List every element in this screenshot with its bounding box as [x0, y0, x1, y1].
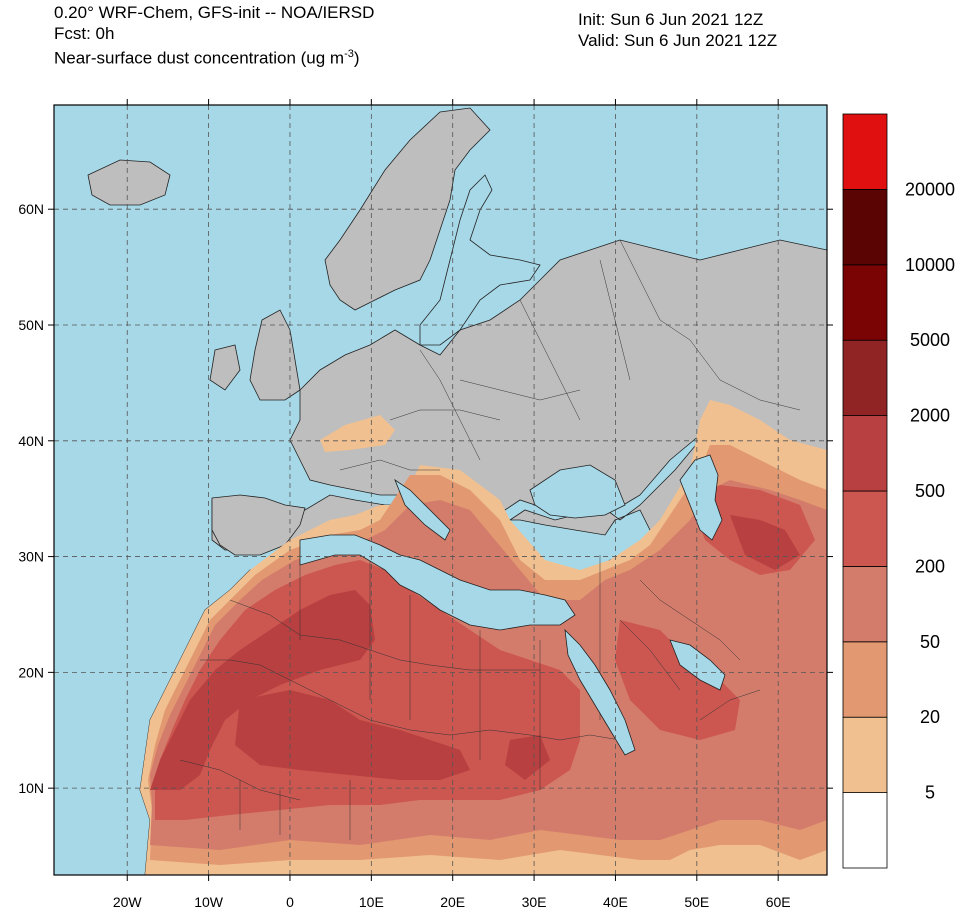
lon-tick-label: 20E — [440, 894, 465, 910]
valid-time: Valid: Sun 6 Jun 2021 12Z — [578, 31, 778, 50]
lon-tick-label: 30E — [522, 894, 547, 910]
persian-gulf — [669, 639, 726, 691]
map-header-right: Init: Sun 6 Jun 2021 12Z Valid: Sun 6 Ju… — [578, 9, 777, 51]
map-frame — [53, 104, 828, 876]
forecast-hour: Fcst: 0h — [54, 24, 115, 43]
colorbar-box — [842, 641, 888, 718]
land-british-isles — [209, 309, 301, 401]
lon-tick-label: 20W — [113, 894, 143, 910]
lon-tick-label: 50E — [684, 894, 709, 910]
lon-tick-label: 60E — [766, 894, 791, 910]
colorbar-level-label: 10000 — [905, 255, 955, 275]
colorbar-box — [842, 490, 888, 567]
baltic-sea — [419, 174, 541, 346]
colorbar-level-label: 20 — [920, 707, 940, 727]
field-name: Near-surface dust concentration (ug m — [54, 48, 345, 68]
colorbar-box — [842, 113, 888, 190]
map-area — [54, 105, 827, 875]
colorbar-level-label: 50 — [920, 632, 940, 652]
colorbar-box — [842, 188, 888, 266]
colorbar-level-label: 200 — [915, 556, 945, 576]
caspian-sea — [679, 454, 723, 541]
field-unit-close: ) — [353, 48, 360, 68]
border-arabia — [619, 579, 761, 721]
land-iceland — [87, 159, 171, 206]
inland-water — [299, 174, 726, 756]
colorbar-box — [842, 792, 888, 869]
lon-tick-label: 0 — [286, 894, 294, 910]
colorbar-box — [842, 264, 888, 341]
red-sea — [564, 628, 636, 756]
lat-tick-label: 60N — [18, 201, 44, 217]
dust-band-500 — [150, 515, 800, 790]
lon-tick-label: 10E — [359, 894, 384, 910]
colorbar-box — [842, 566, 888, 643]
border-sahara-meridians — [299, 555, 601, 790]
colorbar-level-label: 20000 — [905, 179, 955, 199]
map-tick-labels: 20W 10W 0 10E 20E 30E 40E 50E 60E 10N 20N 30N 40N 50N… — [18, 201, 790, 910]
border-sahara-north — [229, 599, 540, 671]
colorbar-box — [842, 339, 888, 417]
mediterranean-sea — [299, 534, 576, 631]
lon-tick-label: 10W — [194, 894, 224, 910]
border-west-africa — [179, 759, 351, 840]
political-borders — [179, 239, 801, 840]
lat-tick-label: 50N — [18, 317, 44, 333]
land-iberia — [211, 494, 306, 556]
lat-tick-label: 30N — [18, 549, 44, 565]
black-sea — [529, 464, 626, 519]
lat-tick-label: 20N — [18, 664, 44, 680]
model-title: 0.20° WRF-Chem, GFS-init -- NOA/IERSD — [54, 3, 375, 22]
adriatic-sea — [394, 478, 451, 541]
colorbar-level-label: 5000 — [910, 330, 950, 350]
map-header-left: 0.20° WRF-Chem, GFS-init -- NOA/IERSD Fc… — [54, 2, 374, 69]
graticule — [54, 105, 827, 875]
colorbar-box — [842, 415, 888, 492]
border-russia — [619, 239, 801, 411]
border-europe — [339, 259, 631, 471]
colorbar: 5 20 50 200 500 2000 5000 10000 20000 — [842, 113, 955, 869]
lon-tick-label: 40E — [603, 894, 628, 910]
colorbar-level-label: 2000 — [910, 406, 950, 426]
border-sahel — [200, 659, 621, 741]
unit-exponent: -3 — [344, 48, 354, 60]
field-title: Near-surface dust concentration (ug m-3) — [54, 44, 374, 69]
colorbar-level-label: 500 — [915, 481, 945, 501]
init-time: Init: Sun 6 Jun 2021 12Z — [578, 10, 764, 29]
map-ticks — [48, 99, 833, 881]
colorbar-level-label: 5 — [925, 783, 935, 803]
lat-tick-label: 40N — [18, 433, 44, 449]
colorbar-box — [842, 716, 888, 794]
lat-tick-label: 10N — [18, 780, 44, 796]
